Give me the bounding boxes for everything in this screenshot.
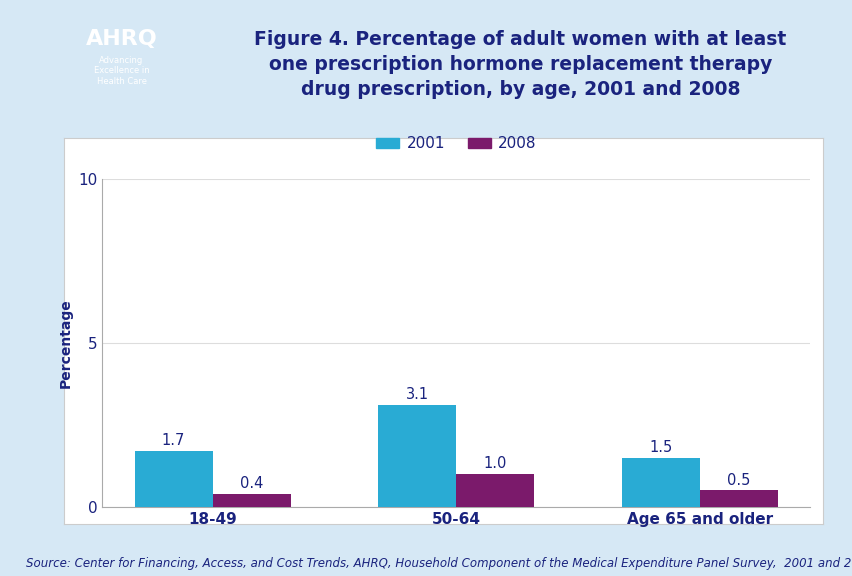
Text: Source: Center for Financing, Access, and Cost Trends, AHRQ, Household Component: Source: Center for Financing, Access, an… xyxy=(26,557,852,570)
Bar xyxy=(456,474,533,507)
Bar xyxy=(378,405,456,507)
Text: 3.1: 3.1 xyxy=(406,388,429,403)
Text: Figure 4. Percentage of adult women with at least
one prescription hormone repla: Figure 4. Percentage of adult women with… xyxy=(254,31,786,99)
Legend: 2001, 2008: 2001, 2008 xyxy=(369,130,543,158)
Text: Advancing
Excellence in
Health Care: Advancing Excellence in Health Care xyxy=(94,56,149,86)
Text: 1.7: 1.7 xyxy=(162,433,185,449)
Y-axis label: Percentage: Percentage xyxy=(59,298,72,388)
Text: 0.5: 0.5 xyxy=(727,473,750,488)
Bar xyxy=(212,494,291,507)
Text: 1.5: 1.5 xyxy=(648,440,672,455)
Bar xyxy=(699,491,777,507)
Text: AHRQ: AHRQ xyxy=(85,29,158,49)
Text: 1.0: 1.0 xyxy=(483,456,506,471)
Text: 0.4: 0.4 xyxy=(239,476,263,491)
Bar xyxy=(135,451,212,507)
Bar xyxy=(621,457,699,507)
